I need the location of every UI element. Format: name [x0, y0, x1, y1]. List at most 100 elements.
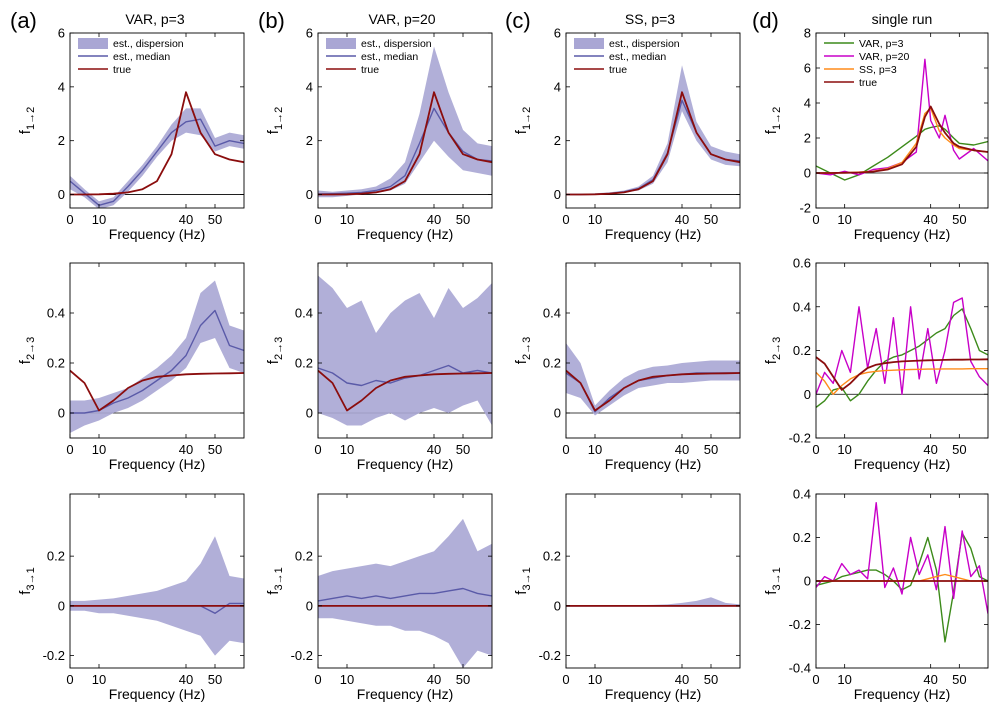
series-band-est-dispersion [70, 536, 244, 656]
x-axis-label: Frequency (Hz) [109, 686, 205, 702]
legend-label: est., median [113, 51, 170, 63]
series-band-est-dispersion [318, 46, 492, 198]
axes-box [317, 32, 493, 209]
legend-label: est., dispersion [361, 38, 432, 50]
y-axis-label-subscript: 2→3 [771, 337, 783, 360]
series-band-est-dispersion [566, 65, 740, 195]
y-tick-label: 0.2 [543, 549, 561, 564]
y-tick-label: 0 [58, 187, 65, 202]
panel-label-c: (c) [505, 8, 531, 33]
x-axis-label: Frequency (Hz) [357, 226, 453, 242]
y-tick-label: 2 [554, 133, 561, 148]
x-tick-label: 0 [314, 672, 321, 687]
y-tick-label: 4 [804, 96, 811, 111]
y-tick-label: 0.4 [295, 306, 313, 321]
x-tick-label: 40 [675, 442, 689, 457]
y-axis-label: f1→2 [265, 107, 285, 134]
column-title-ss3: SS, p=3 [625, 11, 675, 27]
y-axis-label: f3→1 [763, 567, 783, 594]
y-tick-label: 0 [804, 166, 811, 181]
y-axis-label: f2→3 [265, 337, 285, 364]
x-tick-label: 10 [588, 442, 602, 457]
axes-box [317, 262, 493, 439]
panel-label-d: (d) [752, 8, 779, 33]
y-axis-label: f2→3 [513, 337, 533, 364]
x-tick-label: 50 [456, 672, 470, 687]
y-axis-label-subscript: 1→2 [771, 107, 783, 130]
plot-area [318, 46, 492, 198]
y-axis-label: f2→3 [17, 337, 37, 364]
axes-box [69, 32, 245, 209]
y-tick-label: 0 [554, 187, 561, 202]
x-tick-label: 0 [66, 672, 73, 687]
x-tick-label: 0 [314, 442, 321, 457]
x-tick-label: 50 [952, 212, 966, 227]
series-line-true [566, 91, 740, 196]
x-tick-label: 40 [179, 212, 193, 227]
x-tick-label: 40 [179, 442, 193, 457]
series-line-true [318, 91, 492, 196]
legend-label: est., dispersion [113, 38, 184, 50]
y-axis-label: f3→1 [513, 567, 533, 594]
panel-label-b: (b) [258, 8, 285, 33]
y-axis-label-subscript: 2→3 [521, 337, 533, 360]
column-title-var3: VAR, p=3 [125, 11, 184, 27]
y-tick-label: 0.2 [793, 530, 811, 545]
series-line-var-p-3 [816, 308, 988, 408]
series-line-est-median [70, 118, 244, 207]
y-axis-label-base: f [763, 359, 780, 364]
series-line-true [816, 105, 988, 174]
y-axis-label-base: f [763, 129, 780, 134]
series-line-var-p-20 [816, 58, 988, 176]
y-axis-label: f1→2 [513, 107, 533, 134]
x-axis-label: Frequency (Hz) [605, 226, 701, 242]
legend-label: true [859, 77, 877, 89]
y-axis-label-subscript: 3→1 [771, 567, 783, 590]
legend-label: VAR, p=3 [859, 38, 904, 50]
y-tick-label: 6 [58, 26, 65, 41]
y-tick-label: 0 [554, 406, 561, 421]
y-tick-label: -0.2 [789, 617, 811, 632]
x-tick-label: 50 [704, 442, 718, 457]
y-tick-label: 6 [804, 61, 811, 76]
x-tick-label: 40 [427, 672, 441, 687]
y-axis-label-base: f [513, 359, 530, 364]
y-tick-label: 2 [58, 133, 65, 148]
x-tick-label: 0 [812, 212, 819, 227]
x-tick-label: 0 [812, 672, 819, 687]
series-line-ss-p-3 [816, 368, 988, 395]
panel-r1c0: 0 10 40 50 0 0.2 0.4 Frequency (Hz) f2→3 [17, 262, 245, 472]
series-band-est-dispersion [566, 597, 740, 607]
series-band-est-dispersion [318, 518, 492, 668]
y-axis-label: f1→2 [17, 107, 37, 134]
y-tick-label: 4 [554, 79, 561, 94]
y-axis-label-base: f [763, 590, 780, 595]
axes-box [69, 262, 245, 439]
x-tick-label: 0 [562, 212, 569, 227]
legend-label: est., dispersion [609, 38, 680, 50]
y-tick-label: 0.4 [793, 487, 811, 502]
column-title-single-run: single run [872, 11, 933, 27]
x-axis-label: Frequency (Hz) [109, 456, 205, 472]
y-tick-label: 0 [306, 598, 313, 613]
y-axis-label: f3→1 [17, 567, 37, 594]
y-tick-label: 0 [804, 574, 811, 589]
x-axis-label: Frequency (Hz) [854, 226, 950, 242]
y-tick-label: 0.4 [793, 299, 811, 314]
series-line-true [566, 369, 740, 412]
y-axis-label-base: f [17, 129, 34, 134]
axes-box [565, 262, 741, 439]
x-axis-label: Frequency (Hz) [605, 686, 701, 702]
x-tick-label: 0 [562, 672, 569, 687]
y-axis-label: f1→2 [763, 107, 783, 134]
y-tick-label: 0.2 [543, 356, 561, 371]
y-axis-label-subscript: 3→1 [521, 567, 533, 590]
series-line-var-p-20 [816, 297, 988, 395]
x-tick-label: 40 [675, 212, 689, 227]
series-line-ss-p-3 [816, 573, 988, 582]
x-tick-label: 0 [562, 442, 569, 457]
y-tick-label: 0 [306, 187, 313, 202]
y-axis-label-base: f [265, 129, 282, 134]
